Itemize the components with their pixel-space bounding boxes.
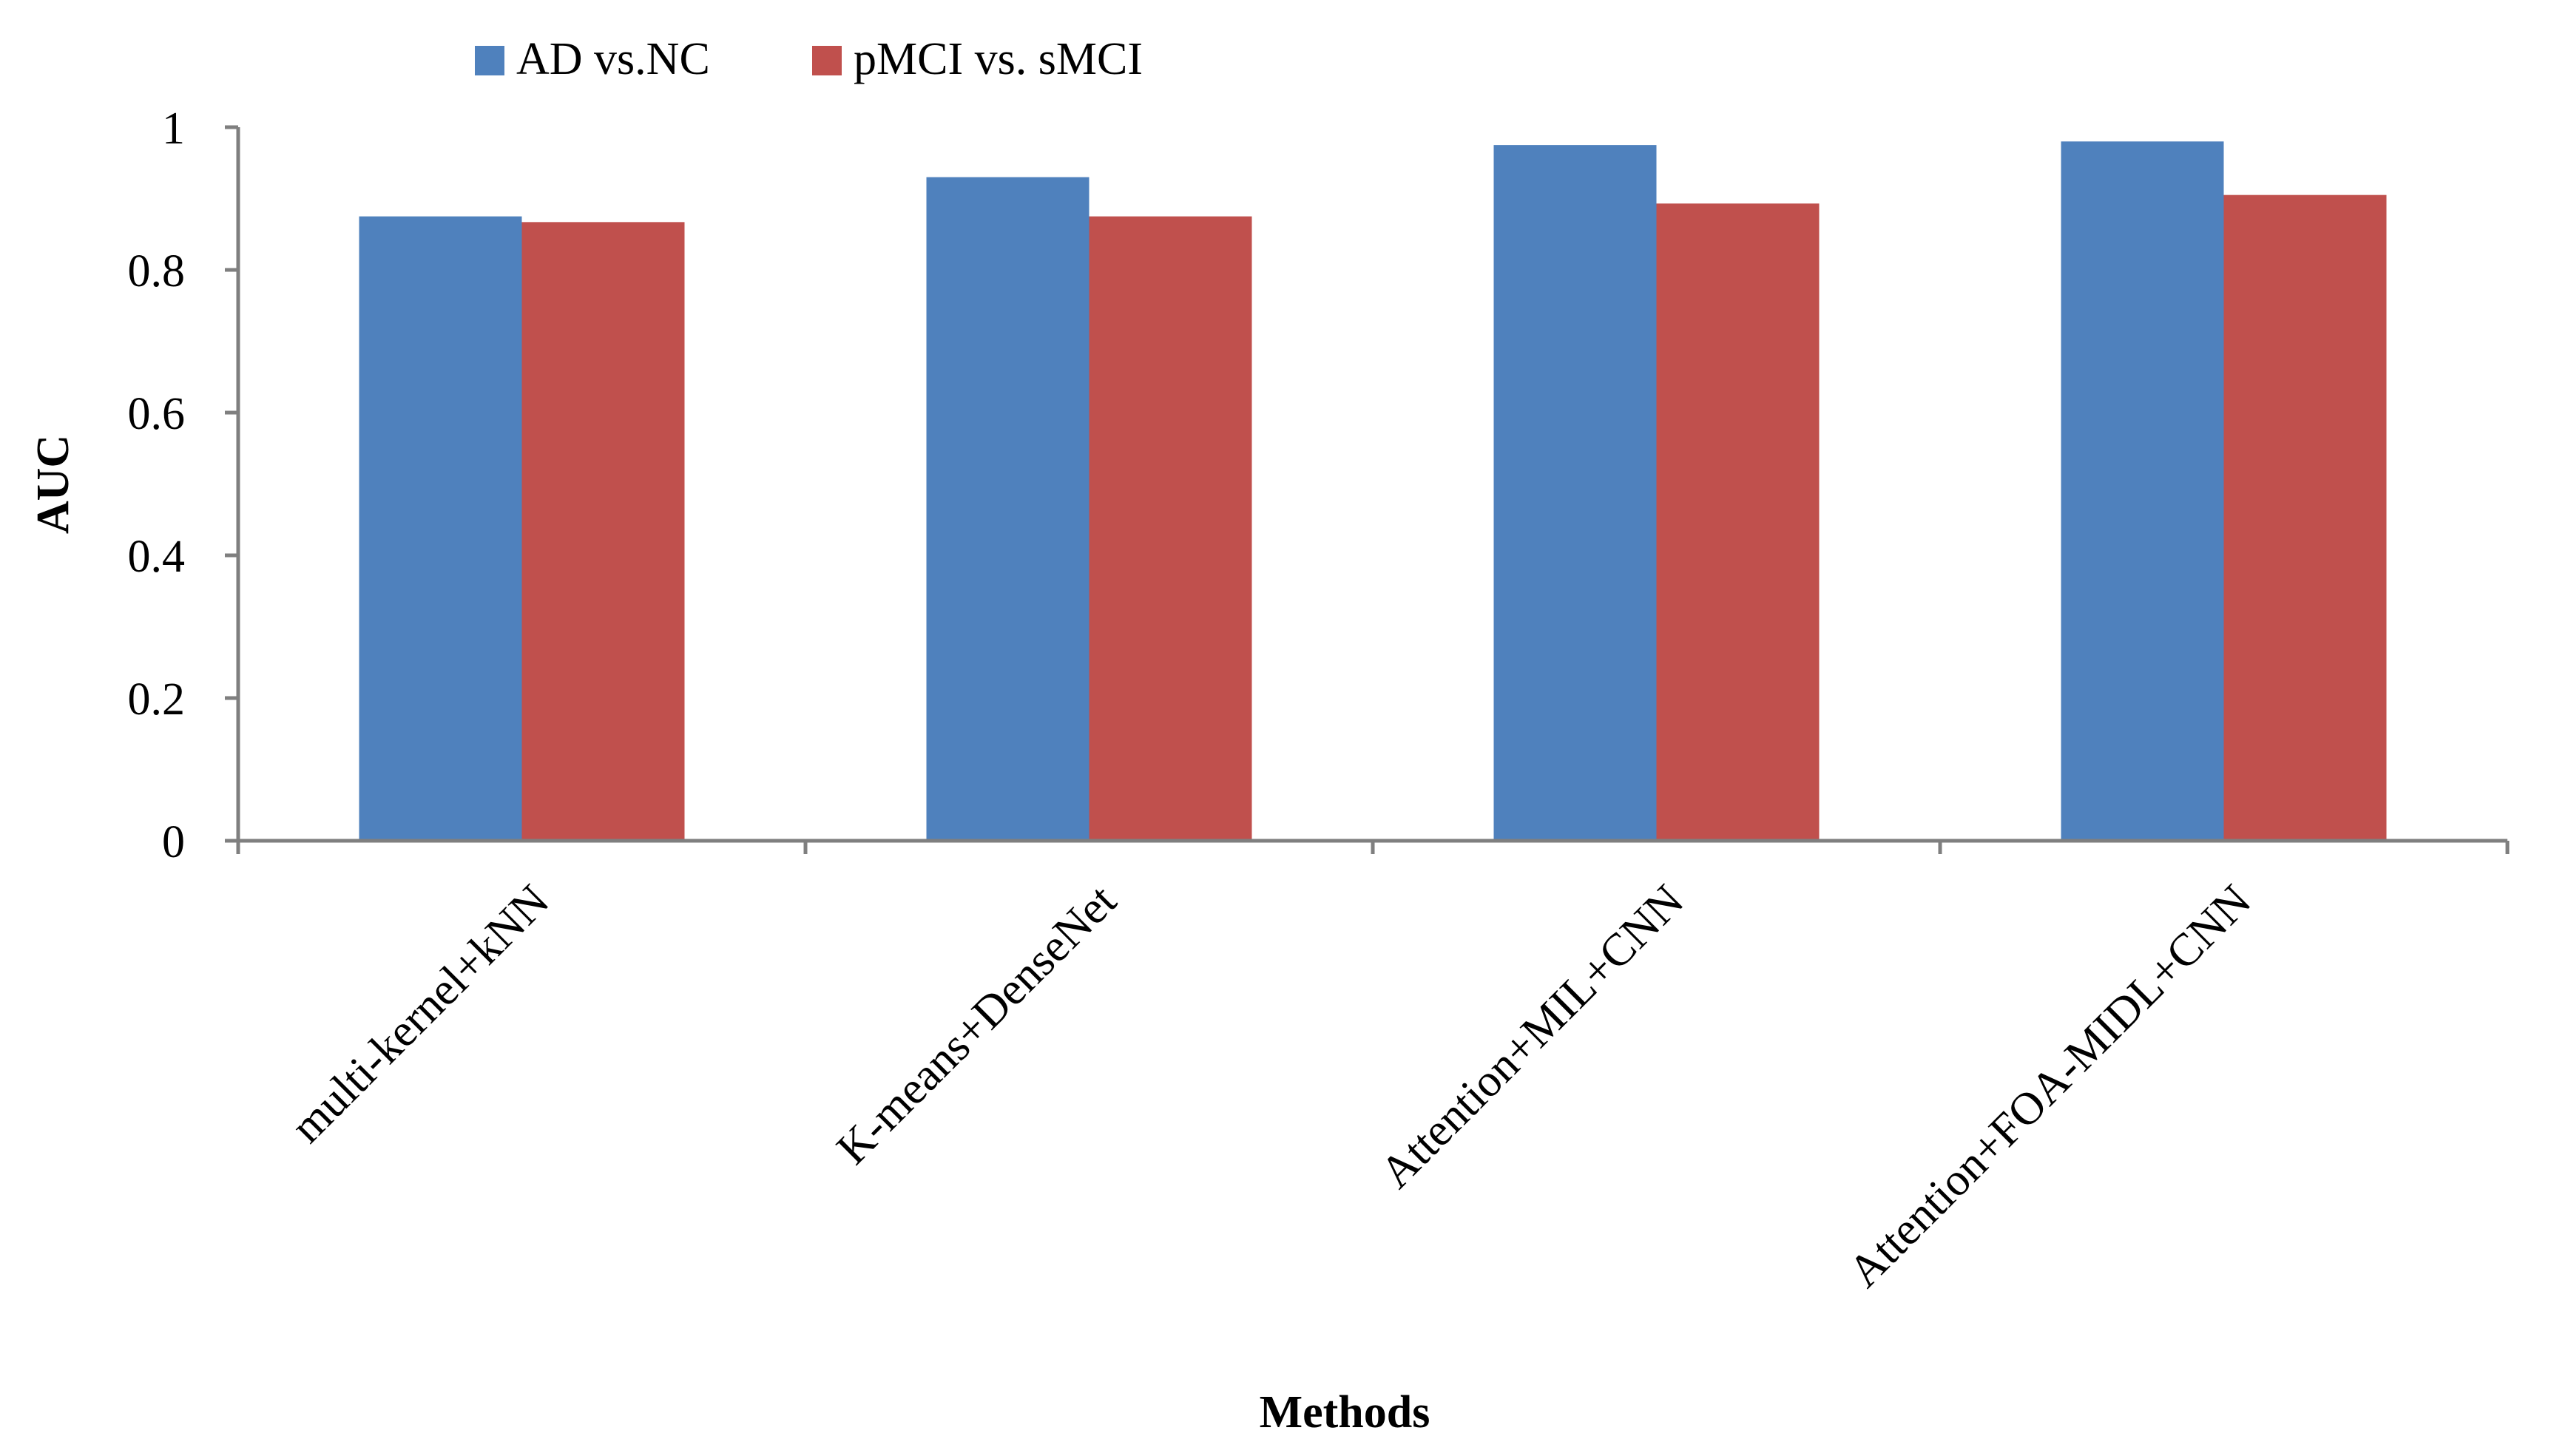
- bar: [926, 177, 1089, 842]
- x-tick-label: Attention+MIL+CNN: [1371, 876, 1693, 1198]
- bar: [1089, 216, 1252, 841]
- y-tick-label: 1: [162, 104, 185, 154]
- bar: [2223, 194, 2387, 841]
- x-axis-title: Methods: [1260, 1387, 1430, 1438]
- x-axis: multi-kernel+kNN K-means+DenseNet Attentio…: [236, 839, 2510, 1297]
- bar: [2061, 141, 2224, 842]
- x-tick-label: Attention+FOA-MIDL+CNN: [1839, 876, 2260, 1297]
- legend-label: AD vs.NC: [516, 34, 710, 84]
- bars: [359, 141, 2387, 842]
- legend: AD vs.NC pMCI vs. sMCI: [475, 34, 1143, 84]
- legend-swatch: [475, 46, 504, 75]
- legend-label: pMCI vs. sMCI: [854, 34, 1143, 84]
- bar: [521, 222, 685, 842]
- y-tick-label: 0.2: [128, 674, 186, 725]
- y-tick-label: 0.6: [128, 389, 186, 439]
- y-tick-label: 0.4: [128, 532, 186, 582]
- y-axis: 0 0.2 0.4 0.6 0.8 1: [128, 104, 240, 867]
- bar: [359, 216, 522, 841]
- y-tick-label: 0: [162, 817, 185, 867]
- y-axis-title: AUC: [28, 435, 78, 534]
- bar: [1656, 203, 1820, 841]
- y-tick-label: 0.8: [128, 246, 186, 297]
- legend-swatch: [812, 46, 842, 75]
- x-tick-label: K-means+DenseNet: [827, 876, 1126, 1174]
- x-tick-label: multi-kernel+kNN: [282, 876, 559, 1153]
- bar: [1493, 145, 1657, 841]
